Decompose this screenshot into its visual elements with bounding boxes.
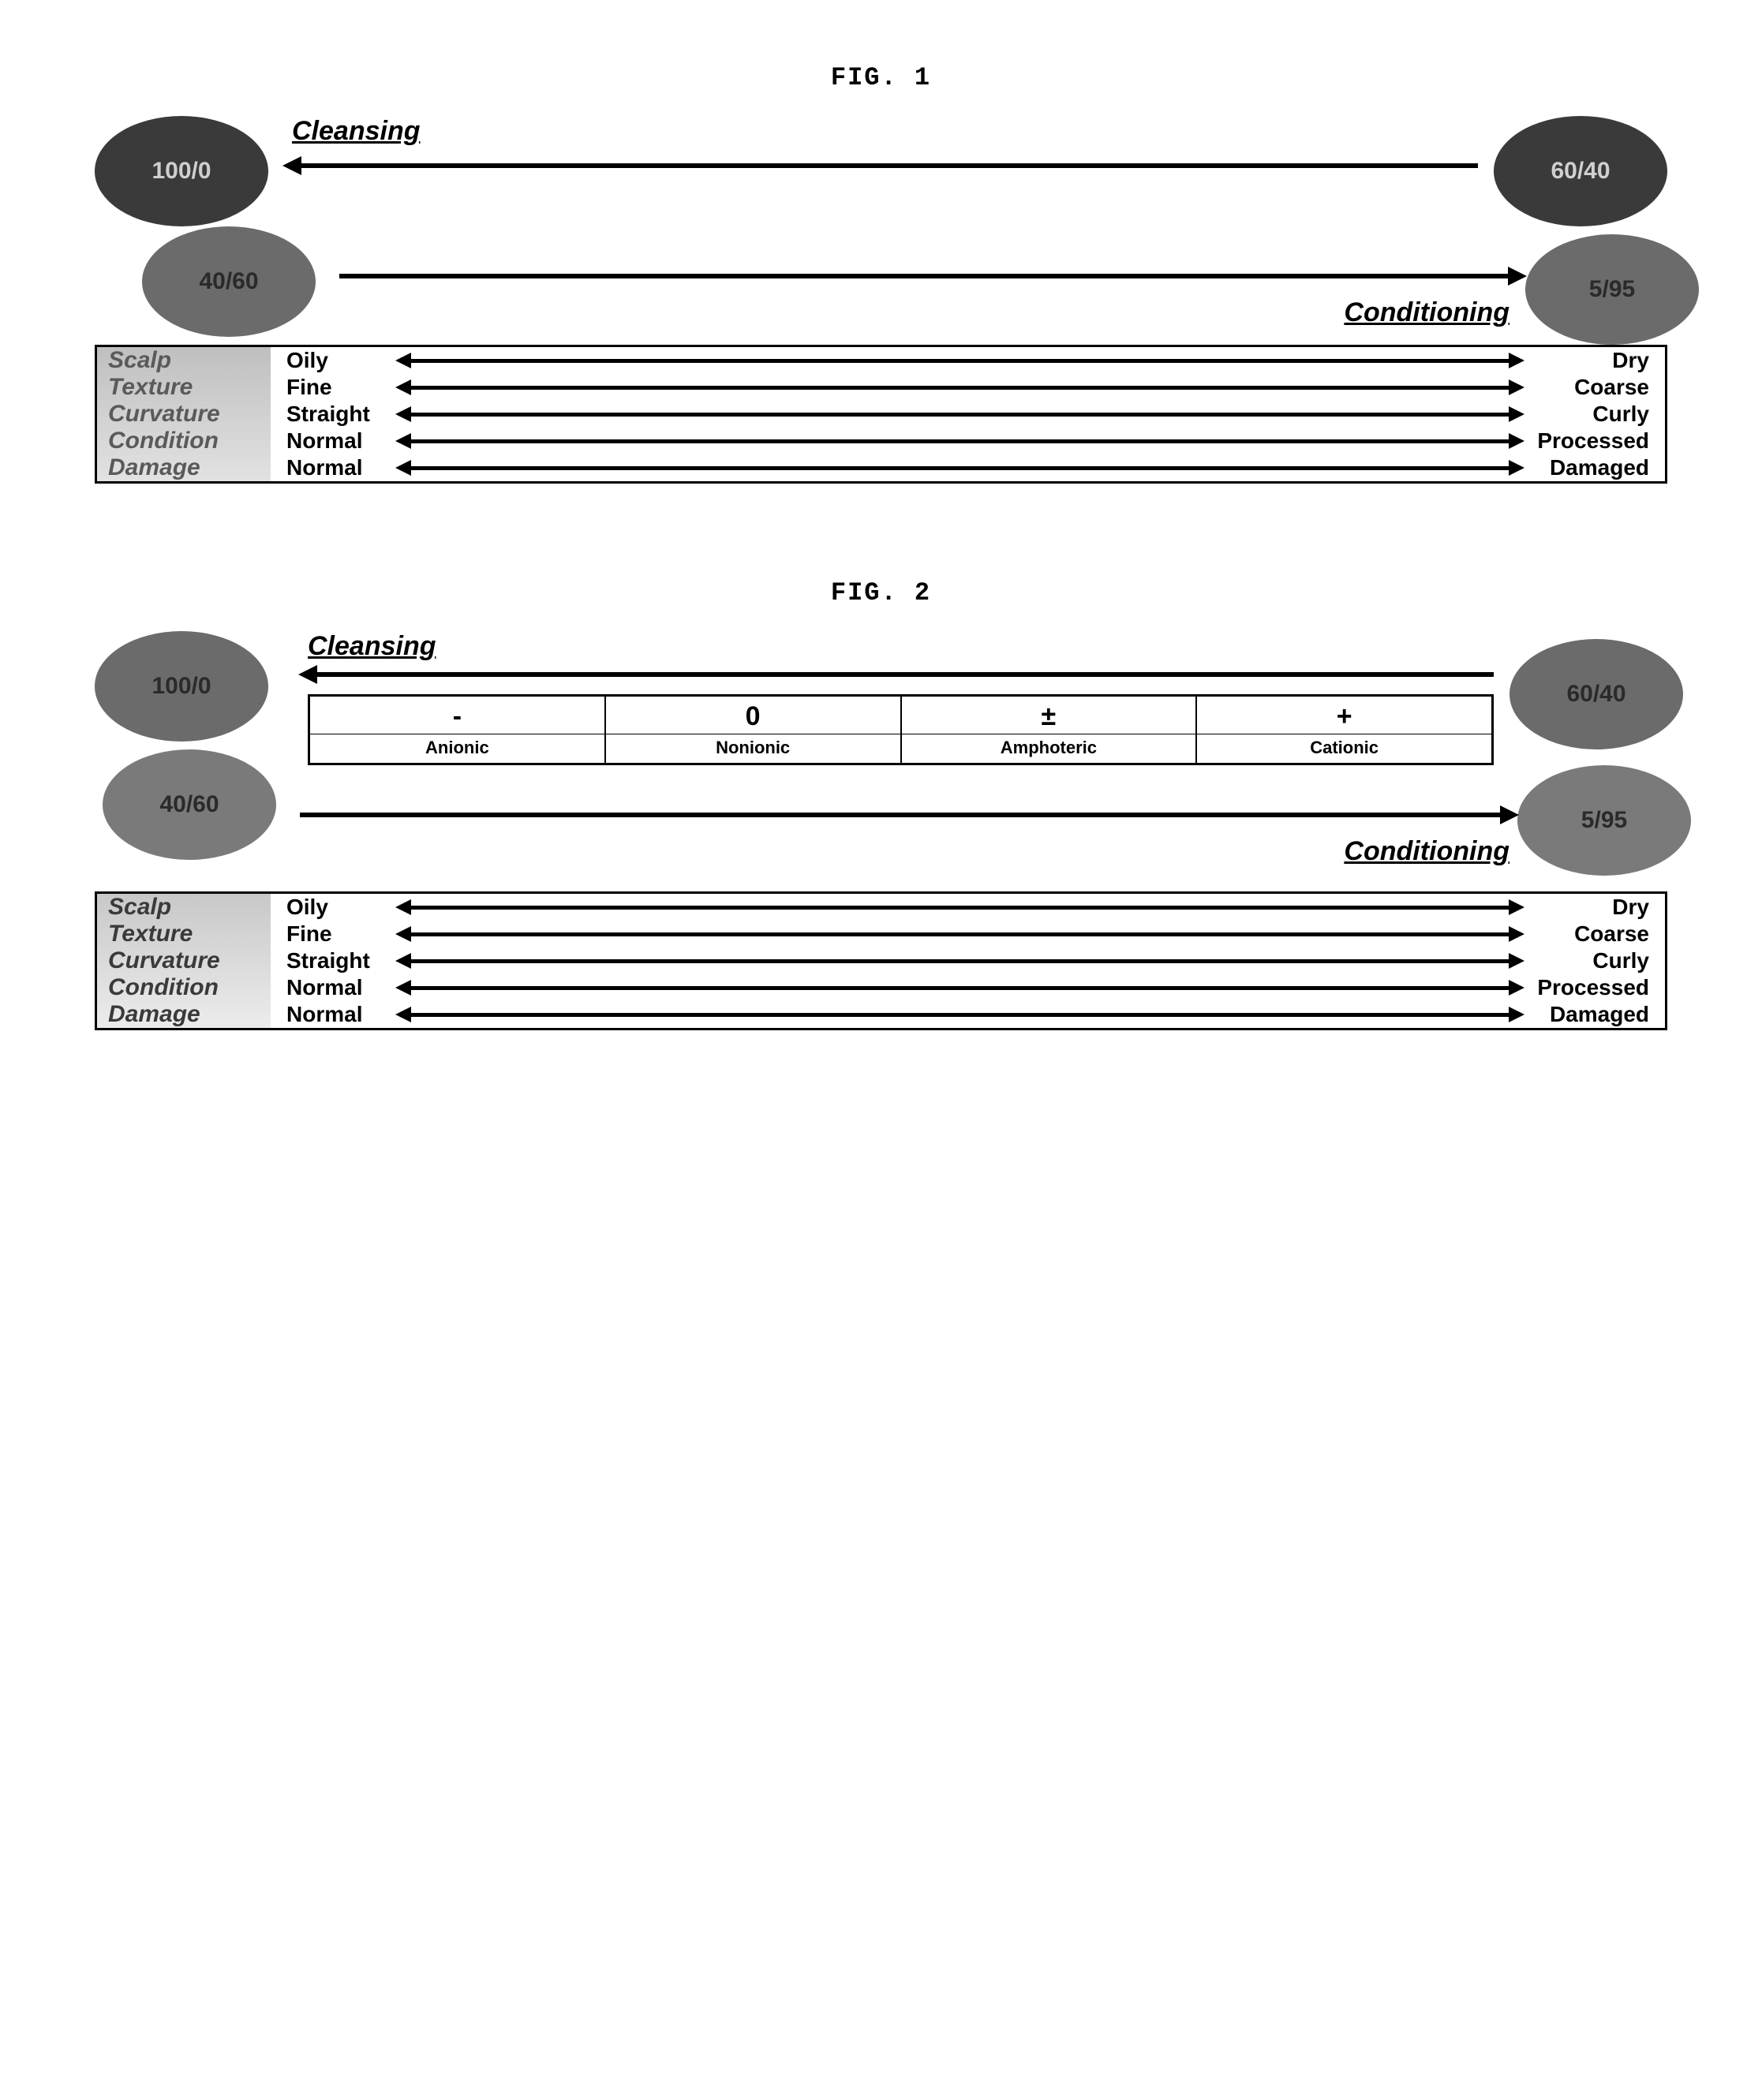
attribute-label: Scalp	[97, 894, 271, 921]
attribute-label: Texture	[97, 921, 271, 947]
attribute-left-value: Fine	[286, 921, 405, 947]
attribute-left-value: Normal	[286, 428, 405, 454]
surfactant-column: 0Nonionic	[606, 697, 902, 763]
attribute-right-value: Coarse	[1515, 375, 1649, 400]
fig2-ellipse-br: 5/95	[1517, 765, 1691, 876]
figure-2: FIG. 2 100/0 60/40 40/60 5/95 Cleansing …	[95, 578, 1667, 1030]
fig2-surfactant-table: -Anionic0Nonionic±Amphoteric+Cationic	[308, 694, 1494, 765]
fig2-dual-section: 100/0 60/40 40/60 5/95 Cleansing Conditi…	[95, 631, 1667, 884]
attribute-row: Fine Coarse	[271, 921, 1665, 947]
double-arrow-icon	[410, 1013, 1510, 1017]
fig1-cleansing-arrow	[300, 163, 1478, 168]
attribute-label: Texture	[97, 374, 271, 401]
fig1-dual-section: 100/0 60/40 40/60 5/95 Cleansing Conditi…	[95, 116, 1667, 337]
attribute-left-value: Normal	[286, 975, 405, 1000]
attribute-left-value: Straight	[286, 402, 405, 427]
ellipse-value: 5/95	[1589, 276, 1635, 303]
attribute-row: Normal Damaged	[271, 1001, 1665, 1028]
fig1-ellipse-br: 5/95	[1525, 234, 1699, 345]
fig1-heading-conditioning: Conditioning	[1344, 297, 1509, 328]
ellipse-value: 100/0	[152, 158, 211, 185]
surfactant-symbol: 0	[606, 697, 900, 734]
attribute-right-value: Coarse	[1515, 921, 1649, 947]
fig2-cleansing-arrow	[316, 672, 1494, 677]
attribute-row: Fine Coarse	[271, 374, 1665, 401]
attribute-row: Normal Processed	[271, 428, 1665, 454]
double-arrow-icon	[410, 986, 1510, 990]
figure-1: FIG. 1 100/0 60/40 40/60 5/95 Cleansing …	[95, 63, 1667, 484]
attribute-left-value: Oily	[286, 895, 405, 920]
attribute-left-value: Fine	[286, 375, 405, 400]
attribute-right-value: Damaged	[1515, 455, 1649, 480]
fig2-attribute-box: ScalpTextureCurvatureConditionDamageOily…	[95, 891, 1667, 1030]
surfactant-name: Anionic	[310, 734, 604, 763]
attribute-left-value: Straight	[286, 948, 405, 973]
attribute-row: Normal Processed	[271, 974, 1665, 1001]
attribute-right-value: Curly	[1515, 948, 1649, 973]
surfactant-column: +Cationic	[1197, 697, 1491, 763]
fig2-conditioning-arrow	[300, 813, 1502, 817]
attribute-label-column: ScalpTextureCurvatureConditionDamage	[97, 894, 271, 1028]
double-arrow-icon	[410, 386, 1510, 390]
double-arrow-icon	[410, 906, 1510, 910]
attribute-right-value: Damaged	[1515, 1002, 1649, 1027]
fig1-heading-cleansing: Cleansing	[292, 116, 420, 147]
attribute-row: Straight Curly	[271, 401, 1665, 428]
attribute-left-value: Oily	[286, 348, 405, 373]
fig1-ellipse-tl: 100/0	[95, 116, 268, 226]
attribute-left-value: Normal	[286, 455, 405, 480]
attribute-label: Damage	[97, 1001, 271, 1028]
attribute-right-value: Processed	[1515, 975, 1649, 1000]
attribute-right-value: Dry	[1515, 348, 1649, 373]
fig2-heading-cleansing: Cleansing	[308, 631, 436, 662]
attribute-label: Curvature	[97, 947, 271, 974]
fig2-heading-conditioning: Conditioning	[1344, 836, 1509, 867]
attribute-label-column: ScalpTextureCurvatureConditionDamage	[97, 347, 271, 481]
surfactant-name: Amphoteric	[902, 734, 1196, 763]
surfactant-column: ±Amphoteric	[902, 697, 1198, 763]
figure-2-label: FIG. 2	[95, 578, 1667, 607]
ellipse-value: 40/60	[159, 791, 219, 818]
attribute-row: Normal Damaged	[271, 454, 1665, 481]
ellipse-value: 60/40	[1566, 681, 1625, 708]
attribute-rows: Oily Dry Fine Coarse Straight Curly Normal Proc…	[271, 894, 1665, 1028]
surfactant-symbol: ±	[902, 697, 1196, 734]
double-arrow-icon	[410, 359, 1510, 363]
ellipse-value: 100/0	[152, 673, 211, 700]
ellipse-value: 5/95	[1581, 807, 1627, 834]
surfactant-column: -Anionic	[310, 697, 606, 763]
surfactant-name: Nonionic	[606, 734, 900, 763]
surfactant-symbol: +	[1197, 697, 1491, 734]
fig1-ellipse-tr: 60/40	[1494, 116, 1667, 226]
attribute-right-value: Dry	[1515, 895, 1649, 920]
fig2-ellipse-bl: 40/60	[103, 749, 276, 860]
ellipse-value: 40/60	[199, 268, 258, 295]
attribute-rows: Oily Dry Fine Coarse Straight Curly Normal Proc…	[271, 347, 1665, 481]
double-arrow-icon	[410, 466, 1510, 470]
surfactant-symbol: -	[310, 697, 604, 734]
double-arrow-icon	[410, 932, 1510, 936]
attribute-left-value: Normal	[286, 1002, 405, 1027]
double-arrow-icon	[410, 439, 1510, 443]
double-arrow-icon	[410, 959, 1510, 963]
attribute-label: Curvature	[97, 401, 271, 428]
ellipse-value: 60/40	[1551, 158, 1610, 185]
double-arrow-icon	[410, 413, 1510, 417]
attribute-label: Scalp	[97, 347, 271, 374]
fig1-conditioning-arrow	[339, 274, 1509, 278]
fig2-ellipse-tr: 60/40	[1509, 639, 1683, 749]
fig1-attribute-box: ScalpTextureCurvatureConditionDamageOily…	[95, 345, 1667, 484]
attribute-right-value: Processed	[1515, 428, 1649, 454]
attribute-row: Oily Dry	[271, 347, 1665, 374]
attribute-right-value: Curly	[1515, 402, 1649, 427]
attribute-label: Condition	[97, 428, 271, 454]
figure-1-label: FIG. 1	[95, 63, 1667, 92]
attribute-row: Straight Curly	[271, 947, 1665, 974]
attribute-row: Oily Dry	[271, 894, 1665, 921]
fig1-ellipse-bl: 40/60	[142, 226, 316, 337]
attribute-label: Condition	[97, 974, 271, 1001]
attribute-label: Damage	[97, 454, 271, 481]
surfactant-name: Cationic	[1197, 734, 1491, 763]
fig2-ellipse-tl: 100/0	[95, 631, 268, 742]
